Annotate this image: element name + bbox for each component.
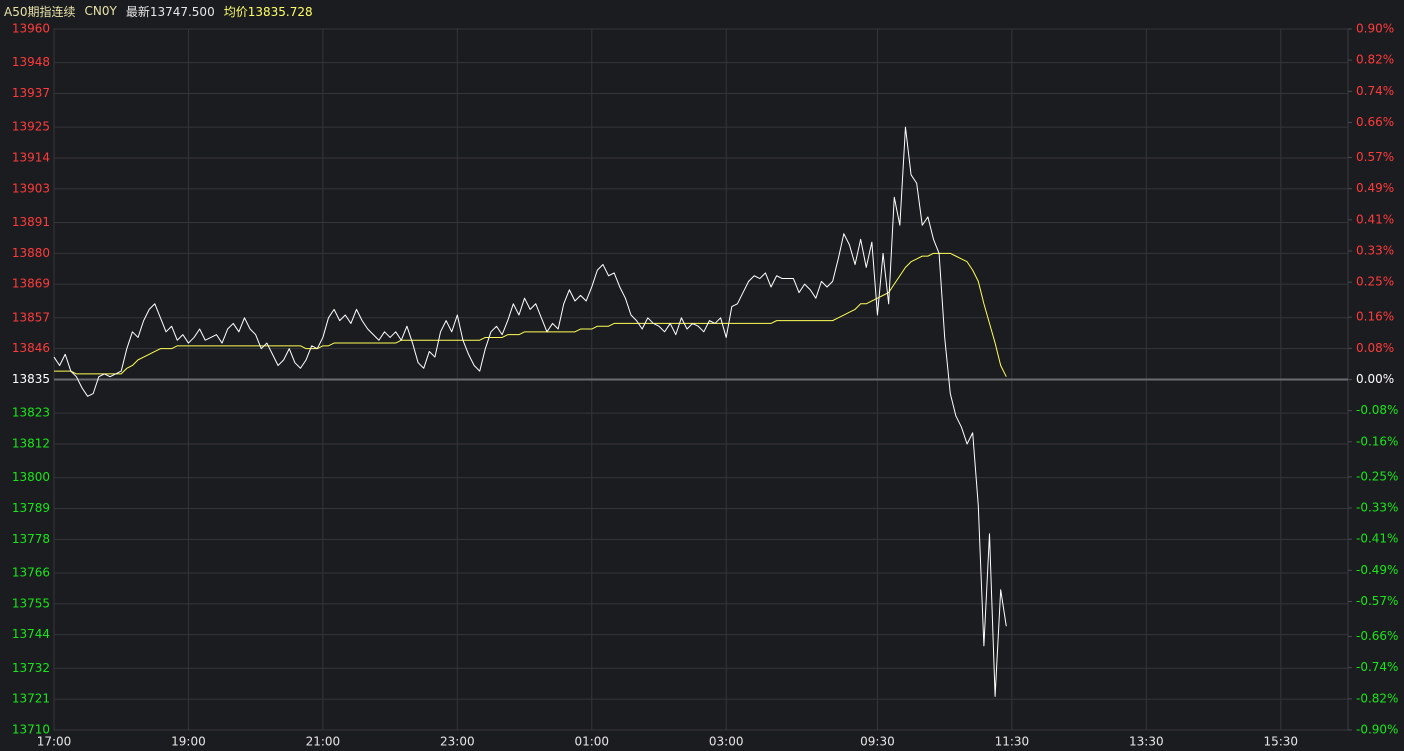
y-tick-label: 13891 (12, 215, 50, 229)
header: A50期指连续 CN0Y 最新13747.500 均价13835.728 (4, 0, 313, 22)
y2-tick-label: 0.08% (1356, 341, 1394, 355)
y2-tick-label: 0.41% (1356, 212, 1394, 226)
y-tick-label: 13800 (12, 470, 50, 484)
y-tick-label: 13948 (12, 55, 50, 69)
y2-tick-label: -0.57% (1356, 594, 1398, 608)
y-tick-label: 13835 (12, 372, 50, 386)
y-tick-label: 13846 (12, 341, 50, 355)
y-tick-label: 13744 (12, 627, 50, 641)
y2-tick-label: -0.08% (1356, 403, 1398, 417)
y-tick-label: 13903 (12, 181, 50, 195)
y2-tick-label: -0.33% (1356, 501, 1398, 515)
last-price: 最新13747.500 (125, 4, 215, 19)
y-tick-label: 13789 (12, 501, 50, 515)
x-tick-label: 01:00 (574, 735, 609, 749)
x-tick-label: 21:00 (306, 735, 341, 749)
y2-tick-label: 0.90% (1356, 22, 1394, 36)
y2-tick-label: 0.16% (1356, 310, 1394, 324)
y2-tick-label: 0.25% (1356, 275, 1394, 289)
y-tick-label: 13732 (12, 661, 50, 675)
y2-tick-label: -0.41% (1356, 532, 1398, 546)
y2-tick-label: -0.90% (1356, 723, 1398, 737)
y-tick-label: 13960 (12, 22, 50, 36)
y2-tick-label: -0.25% (1356, 469, 1398, 483)
y-tick-label: 13721 (12, 692, 50, 706)
y2-tick-label: -0.16% (1356, 434, 1398, 448)
y-tick-label: 13778 (12, 532, 50, 546)
y-tick-label: 13914 (12, 150, 50, 164)
y2-tick-label: 0.33% (1356, 243, 1394, 257)
x-tick-label: 03:00 (709, 735, 744, 749)
y2-tick-label: 0.66% (1356, 115, 1394, 129)
y2-tick-label: -0.74% (1356, 660, 1398, 674)
y-tick-label: 13710 (12, 723, 50, 737)
y2-tick-label: 0.74% (1356, 84, 1394, 98)
price-line (53, 126, 1007, 697)
instrument-name: A50期指连续 (4, 4, 76, 19)
y-tick-label: 13823 (12, 406, 50, 420)
y-tick-label: 13925 (12, 120, 50, 134)
y-tick-label: 13755 (12, 596, 50, 610)
y2-tick-label: 0.82% (1356, 53, 1394, 67)
instrument-code: CN0Y (84, 4, 117, 18)
y2-tick-label: 0.57% (1356, 150, 1394, 164)
x-tick-label: 23:00 (440, 735, 475, 749)
x-tick-label: 15:30 (1263, 735, 1298, 749)
x-tick-label: 17:00 (37, 735, 72, 749)
y-tick-label: 13869 (12, 277, 50, 291)
price-line (54, 252, 1007, 377)
y2-tick-label: -0.49% (1356, 563, 1398, 577)
avg-price: 均价13835.728 (223, 4, 313, 19)
y2-tick-label: 0.49% (1356, 181, 1394, 195)
x-tick-label: 09:30 (860, 735, 895, 749)
x-tick-label: 19:00 (171, 735, 206, 749)
x-tick-label: 11:30 (995, 735, 1030, 749)
y-tick-label: 13937 (12, 86, 50, 100)
y-tick-label: 13880 (12, 246, 50, 260)
y2-tick-label: -0.66% (1356, 629, 1398, 643)
x-tick-label: 13:30 (1129, 735, 1164, 749)
y2-tick-label: 0.00% (1356, 372, 1394, 386)
y-tick-label: 13812 (12, 436, 50, 450)
y-tick-label: 13766 (12, 565, 50, 579)
y2-tick-label: -0.82% (1356, 691, 1398, 705)
y-tick-label: 13857 (12, 310, 50, 324)
